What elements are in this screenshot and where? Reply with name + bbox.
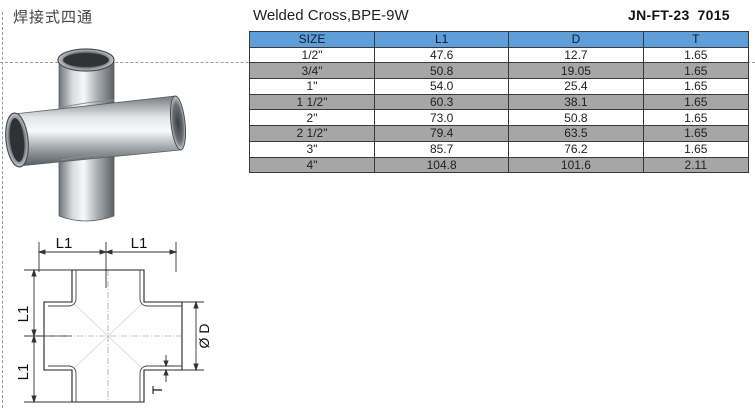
spec-table: SIZE L1 D T 1/2" 47.6 12.7 1.65 3/4" 50.…	[249, 31, 750, 174]
dim-label-l1-right: L1	[131, 235, 148, 252]
cell-l1: 79.4	[373, 125, 510, 142]
cell-l1: 104.8	[373, 156, 510, 174]
cell-size: 4"	[249, 156, 375, 174]
cell-size: 3"	[249, 140, 375, 158]
chinese-title: 焊接式四通	[13, 8, 94, 26]
dim-label-t: T	[149, 385, 165, 394]
cell-l1: 60.3	[373, 93, 510, 111]
cell-t: 1.65	[642, 125, 750, 142]
column-header-t: T	[642, 31, 750, 48]
cell-d: 63.5	[508, 125, 644, 142]
cell-size: 3/4"	[249, 62, 375, 80]
dim-label-d: Ø D	[196, 324, 212, 349]
cell-d: 25.4	[508, 78, 644, 95]
table-row: 1" 54.0 25.4 1.65	[249, 78, 750, 95]
cell-size: 2 1/2"	[249, 125, 375, 142]
table-header-row: SIZE L1 D T	[249, 31, 750, 48]
cell-d: 19.05	[508, 62, 644, 80]
product-photo	[4, 38, 187, 224]
cell-l1: 50.8	[373, 62, 510, 80]
column-header-size: SIZE	[249, 31, 375, 48]
column-header-l1: L1	[373, 31, 510, 48]
cell-size: 1"	[249, 78, 375, 95]
cell-l1: 85.7	[373, 140, 510, 158]
cell-t: 1.65	[642, 140, 750, 158]
guide-line-vertical	[2, 12, 3, 408]
cell-l1: 54.0	[373, 78, 510, 95]
table-row: 3" 85.7 76.2 1.65	[249, 140, 750, 158]
cell-d: 50.8	[508, 109, 644, 127]
cell-t: 1.65	[642, 109, 750, 127]
table-row: 4" 104.8 101.6 2.11	[249, 156, 750, 174]
technical-drawing: L1 L1 L1 L1 Ø D T	[4, 230, 216, 408]
cell-t: 1.65	[642, 62, 750, 80]
cell-d: 38.1	[508, 93, 644, 111]
product-code: JN-FT-23 7015	[628, 7, 730, 23]
dim-label-l1-left: L1	[56, 235, 73, 252]
cell-d: 101.6	[508, 156, 644, 174]
cell-t: 1.65	[642, 46, 750, 64]
cell-l1: 73.0	[373, 109, 510, 127]
cell-size: 2"	[249, 109, 375, 127]
table-row: 2 1/2" 79.4 63.5 1.65	[249, 125, 750, 142]
product-number: 7015	[697, 7, 730, 23]
cell-d: 76.2	[508, 140, 644, 158]
product-code-text: JN-FT-23	[628, 7, 690, 23]
cell-t: 1.65	[642, 78, 750, 95]
table-row: 2" 73.0 50.8 1.65	[249, 109, 750, 127]
product-title: Welded Cross,BPE-9W	[253, 7, 409, 24]
table-row: 1 1/2" 60.3 38.1 1.65	[249, 93, 750, 111]
table-row: 1/2" 47.6 12.7 1.65	[249, 46, 750, 64]
table-row: 3/4" 50.8 19.05 1.65	[249, 62, 750, 80]
cell-t: 2.11	[642, 156, 750, 174]
cell-size: 1 1/2"	[249, 93, 375, 111]
cell-t: 1.65	[642, 93, 750, 111]
column-header-d: D	[508, 31, 644, 48]
dim-label-l1-upper: L1	[15, 306, 32, 323]
cell-d: 12.7	[508, 46, 644, 64]
dim-label-l1-lower: L1	[15, 364, 32, 381]
cell-l1: 47.6	[373, 46, 510, 64]
cell-size: 1/2"	[249, 46, 375, 64]
